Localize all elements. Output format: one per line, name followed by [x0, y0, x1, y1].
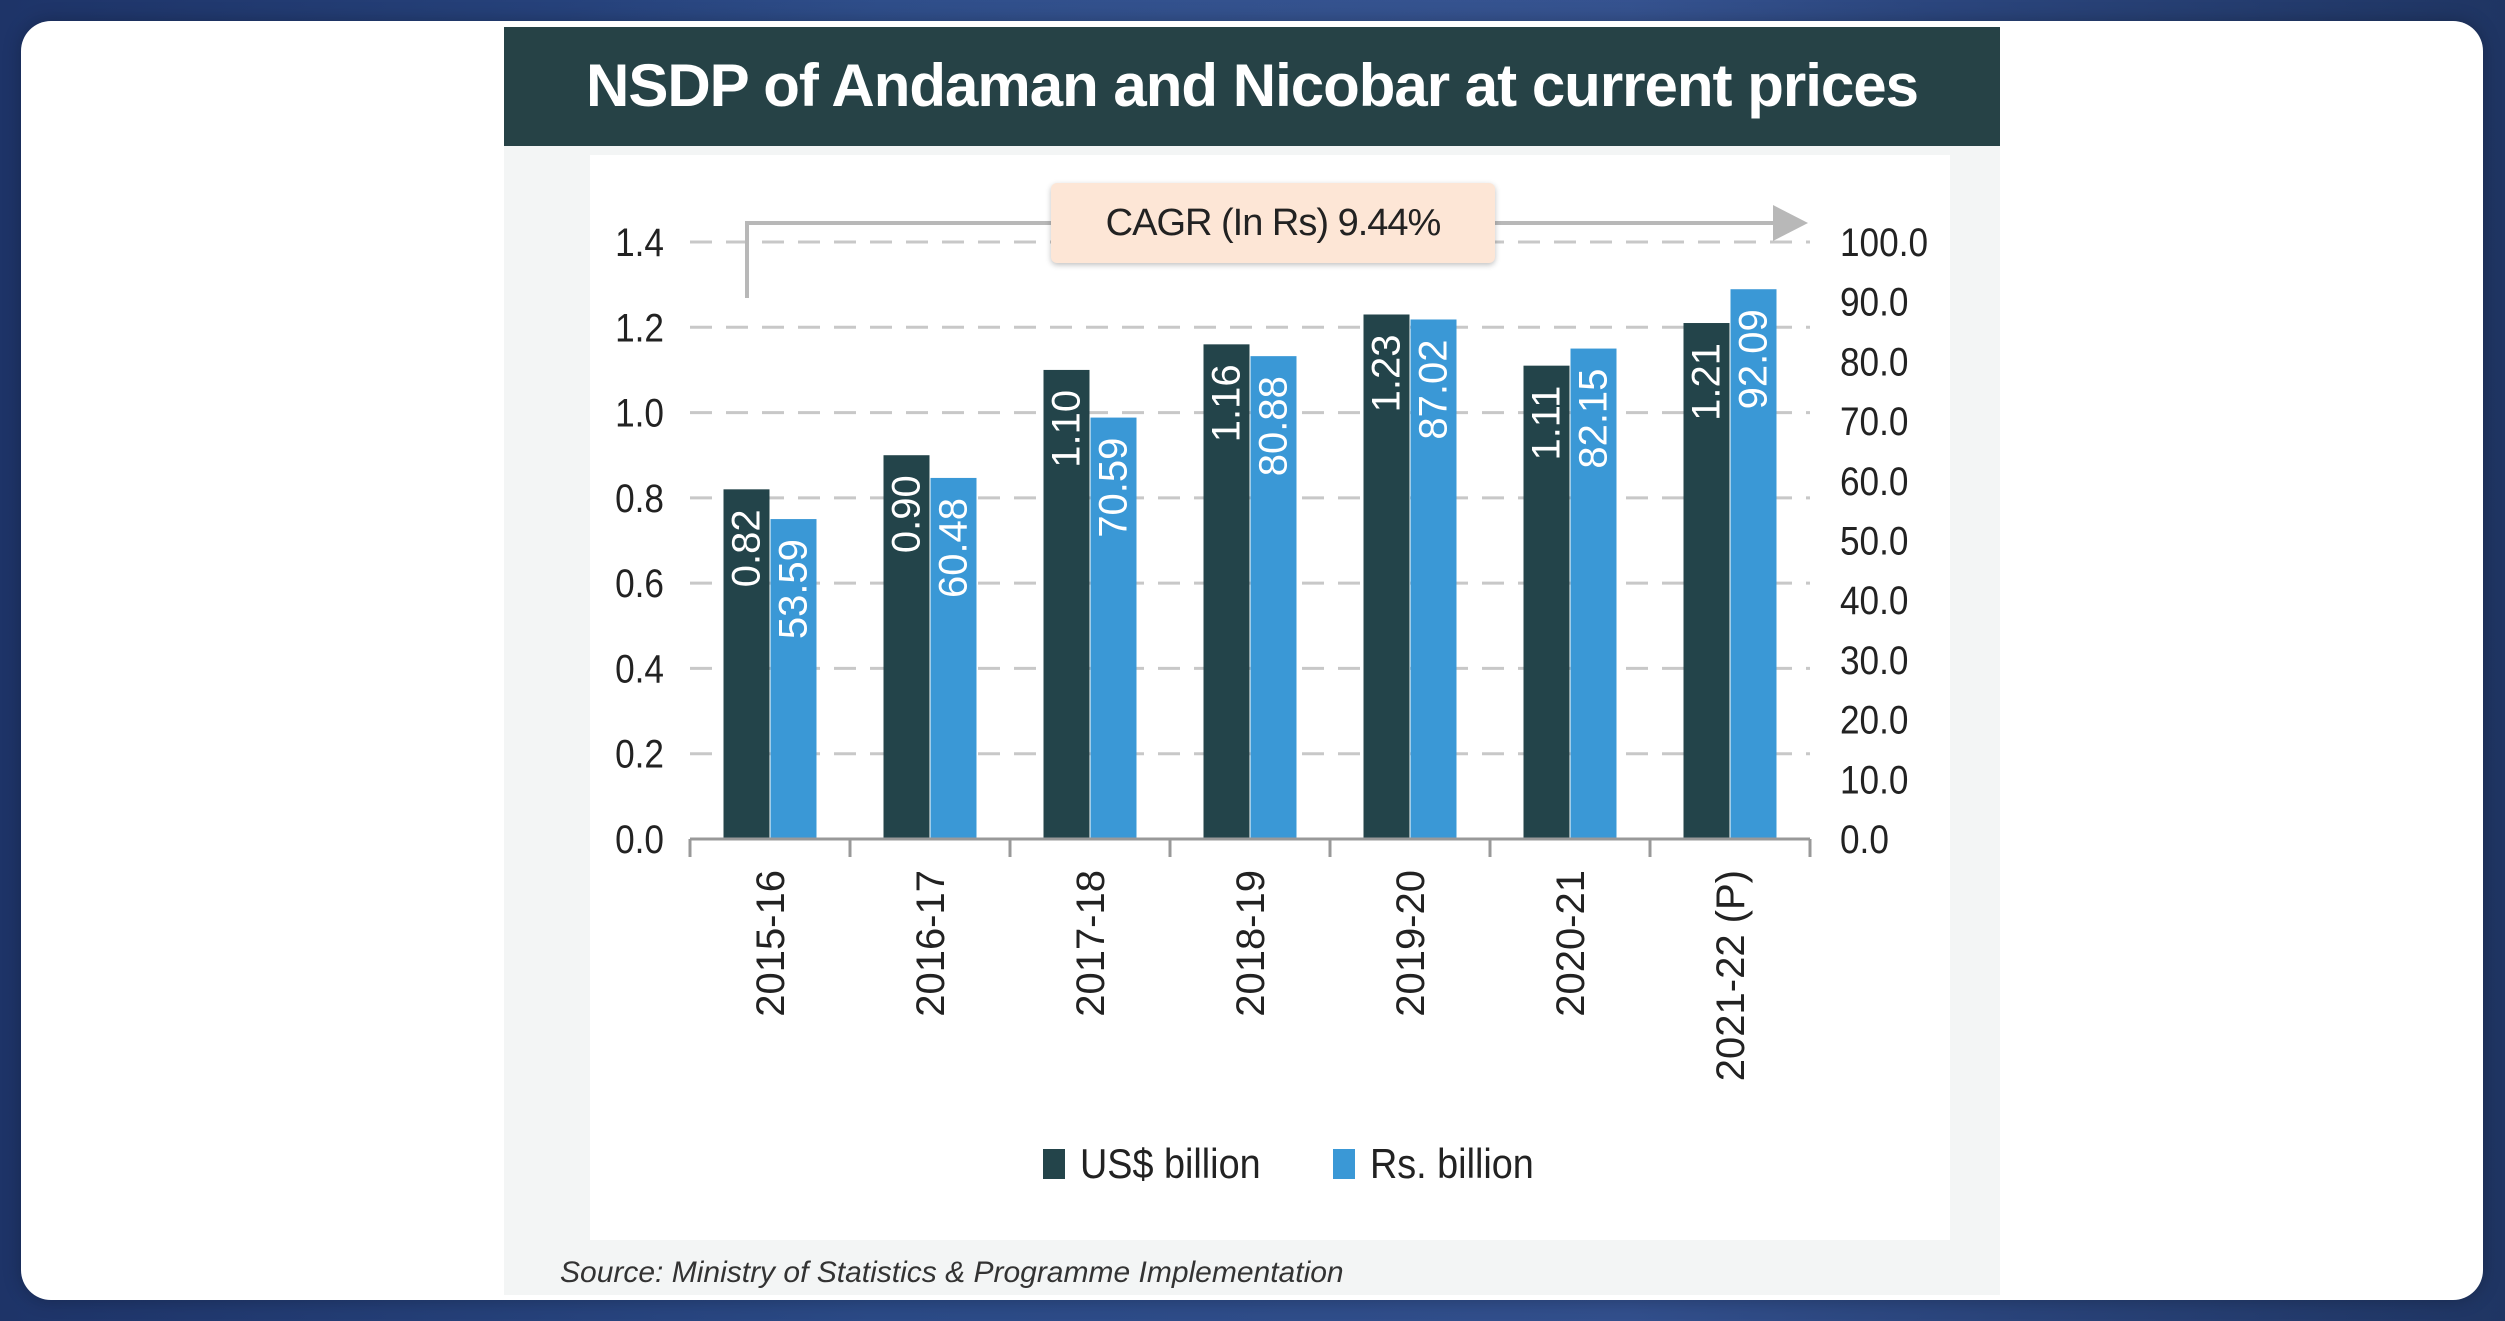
grid-lines	[690, 240, 1810, 756]
legend-label-usd: US$ billion	[1080, 1141, 1261, 1187]
data-label-usd: 1.10	[1045, 390, 1089, 468]
bar-rs	[930, 477, 977, 839]
chart-title: NSDP of Andaman and Nicobar at current p…	[504, 27, 2000, 146]
y-left-tick-label: 1.0	[615, 390, 664, 435]
bar-rs	[770, 519, 817, 839]
bar-rs	[1090, 417, 1137, 839]
legend-label-rs: Rs. billion	[1370, 1141, 1534, 1187]
y-right-tick-label: 60.0	[1840, 459, 1908, 504]
y-right-tick-label: 40.0	[1840, 578, 1908, 623]
y-left-tick-label: 0.6	[615, 561, 664, 606]
y-right-tick-label: 80.0	[1840, 339, 1908, 384]
y-right-tick-label: 100.0	[1840, 220, 1928, 265]
y-right-tick-label: 50.0	[1840, 518, 1908, 563]
data-label-usd: 1.16	[1205, 364, 1249, 442]
y-right-tick-label: 30.0	[1840, 638, 1908, 683]
source-note: Source: Ministry of Statistics & Program…	[560, 1256, 1344, 1289]
legend-swatch-rs	[1333, 1149, 1355, 1179]
x-tick-label: 2015-16	[749, 870, 793, 1017]
data-label-rs: 87.02	[1412, 339, 1456, 439]
data-label-usd: 1.21	[1685, 343, 1729, 421]
data-label-rs: 60.48	[932, 498, 976, 598]
bar-rs	[1570, 348, 1617, 839]
bar-usd	[1363, 314, 1410, 839]
y-left-tick-label: 0.0	[615, 817, 664, 862]
y-left-tick-label: 1.4	[615, 220, 664, 265]
x-tick-label: 2021-22 (P)	[1709, 870, 1753, 1081]
axes: 0.0 0.2 0.4 0.6 0.8 1.0 1.2 1.4 0.0 10.0 20.0 30.0 4…	[615, 220, 1928, 1081]
legend-swatch-usd	[1043, 1149, 1065, 1179]
y-right-tick-label: 10.0	[1840, 757, 1908, 802]
data-label-usd: 0.82	[725, 509, 769, 587]
bar-usd	[1683, 323, 1730, 839]
x-tick-label: 2020-21	[1549, 870, 1593, 1017]
y-left-tick-label: 0.8	[615, 476, 664, 521]
cagr-annotation: CAGR (In Rs) 9.44%	[1051, 183, 1495, 263]
y-left-tick-label: 0.2	[615, 732, 664, 777]
bar-usd	[723, 489, 770, 839]
x-tick-label: 2018-19	[1229, 870, 1273, 1017]
bar-usd	[1203, 344, 1250, 839]
y-left-tick-label: 1.2	[615, 305, 664, 350]
x-tick-label: 2017-18	[1069, 870, 1113, 1017]
bar-usd	[883, 455, 930, 839]
data-label-usd: 1.23	[1365, 334, 1409, 412]
legend: US$ billion Rs. billion	[1043, 1141, 1534, 1187]
bar-rs	[1410, 319, 1457, 839]
y-right-tick-label: 70.0	[1840, 399, 1908, 444]
x-tick-label: 2019-20	[1389, 870, 1433, 1017]
bar-rs	[1730, 289, 1777, 840]
y-right-tick-label: 0.0	[1840, 817, 1889, 862]
data-label-rs: 82.15	[1572, 369, 1616, 469]
x-tick-label: 2016-17	[909, 870, 953, 1017]
bar-usd	[1043, 369, 1090, 839]
bar-usd	[1523, 365, 1570, 839]
bar-rs	[1250, 356, 1297, 839]
y-right-tick-label: 90.0	[1840, 280, 1908, 325]
data-label-rs: 80.88	[1252, 376, 1296, 476]
cagr-arrow-head	[1773, 205, 1808, 241]
data-label-usd: 0.90	[885, 475, 929, 553]
data-label-rs: 70.59	[1092, 438, 1136, 538]
y-right-tick-label: 20.0	[1840, 698, 1908, 743]
data-label-rs: 53.59	[772, 539, 816, 639]
data-label-usd: 1.11	[1525, 386, 1569, 461]
data-label-rs: 92.09	[1732, 309, 1776, 409]
y-left-tick-label: 0.4	[615, 646, 664, 691]
